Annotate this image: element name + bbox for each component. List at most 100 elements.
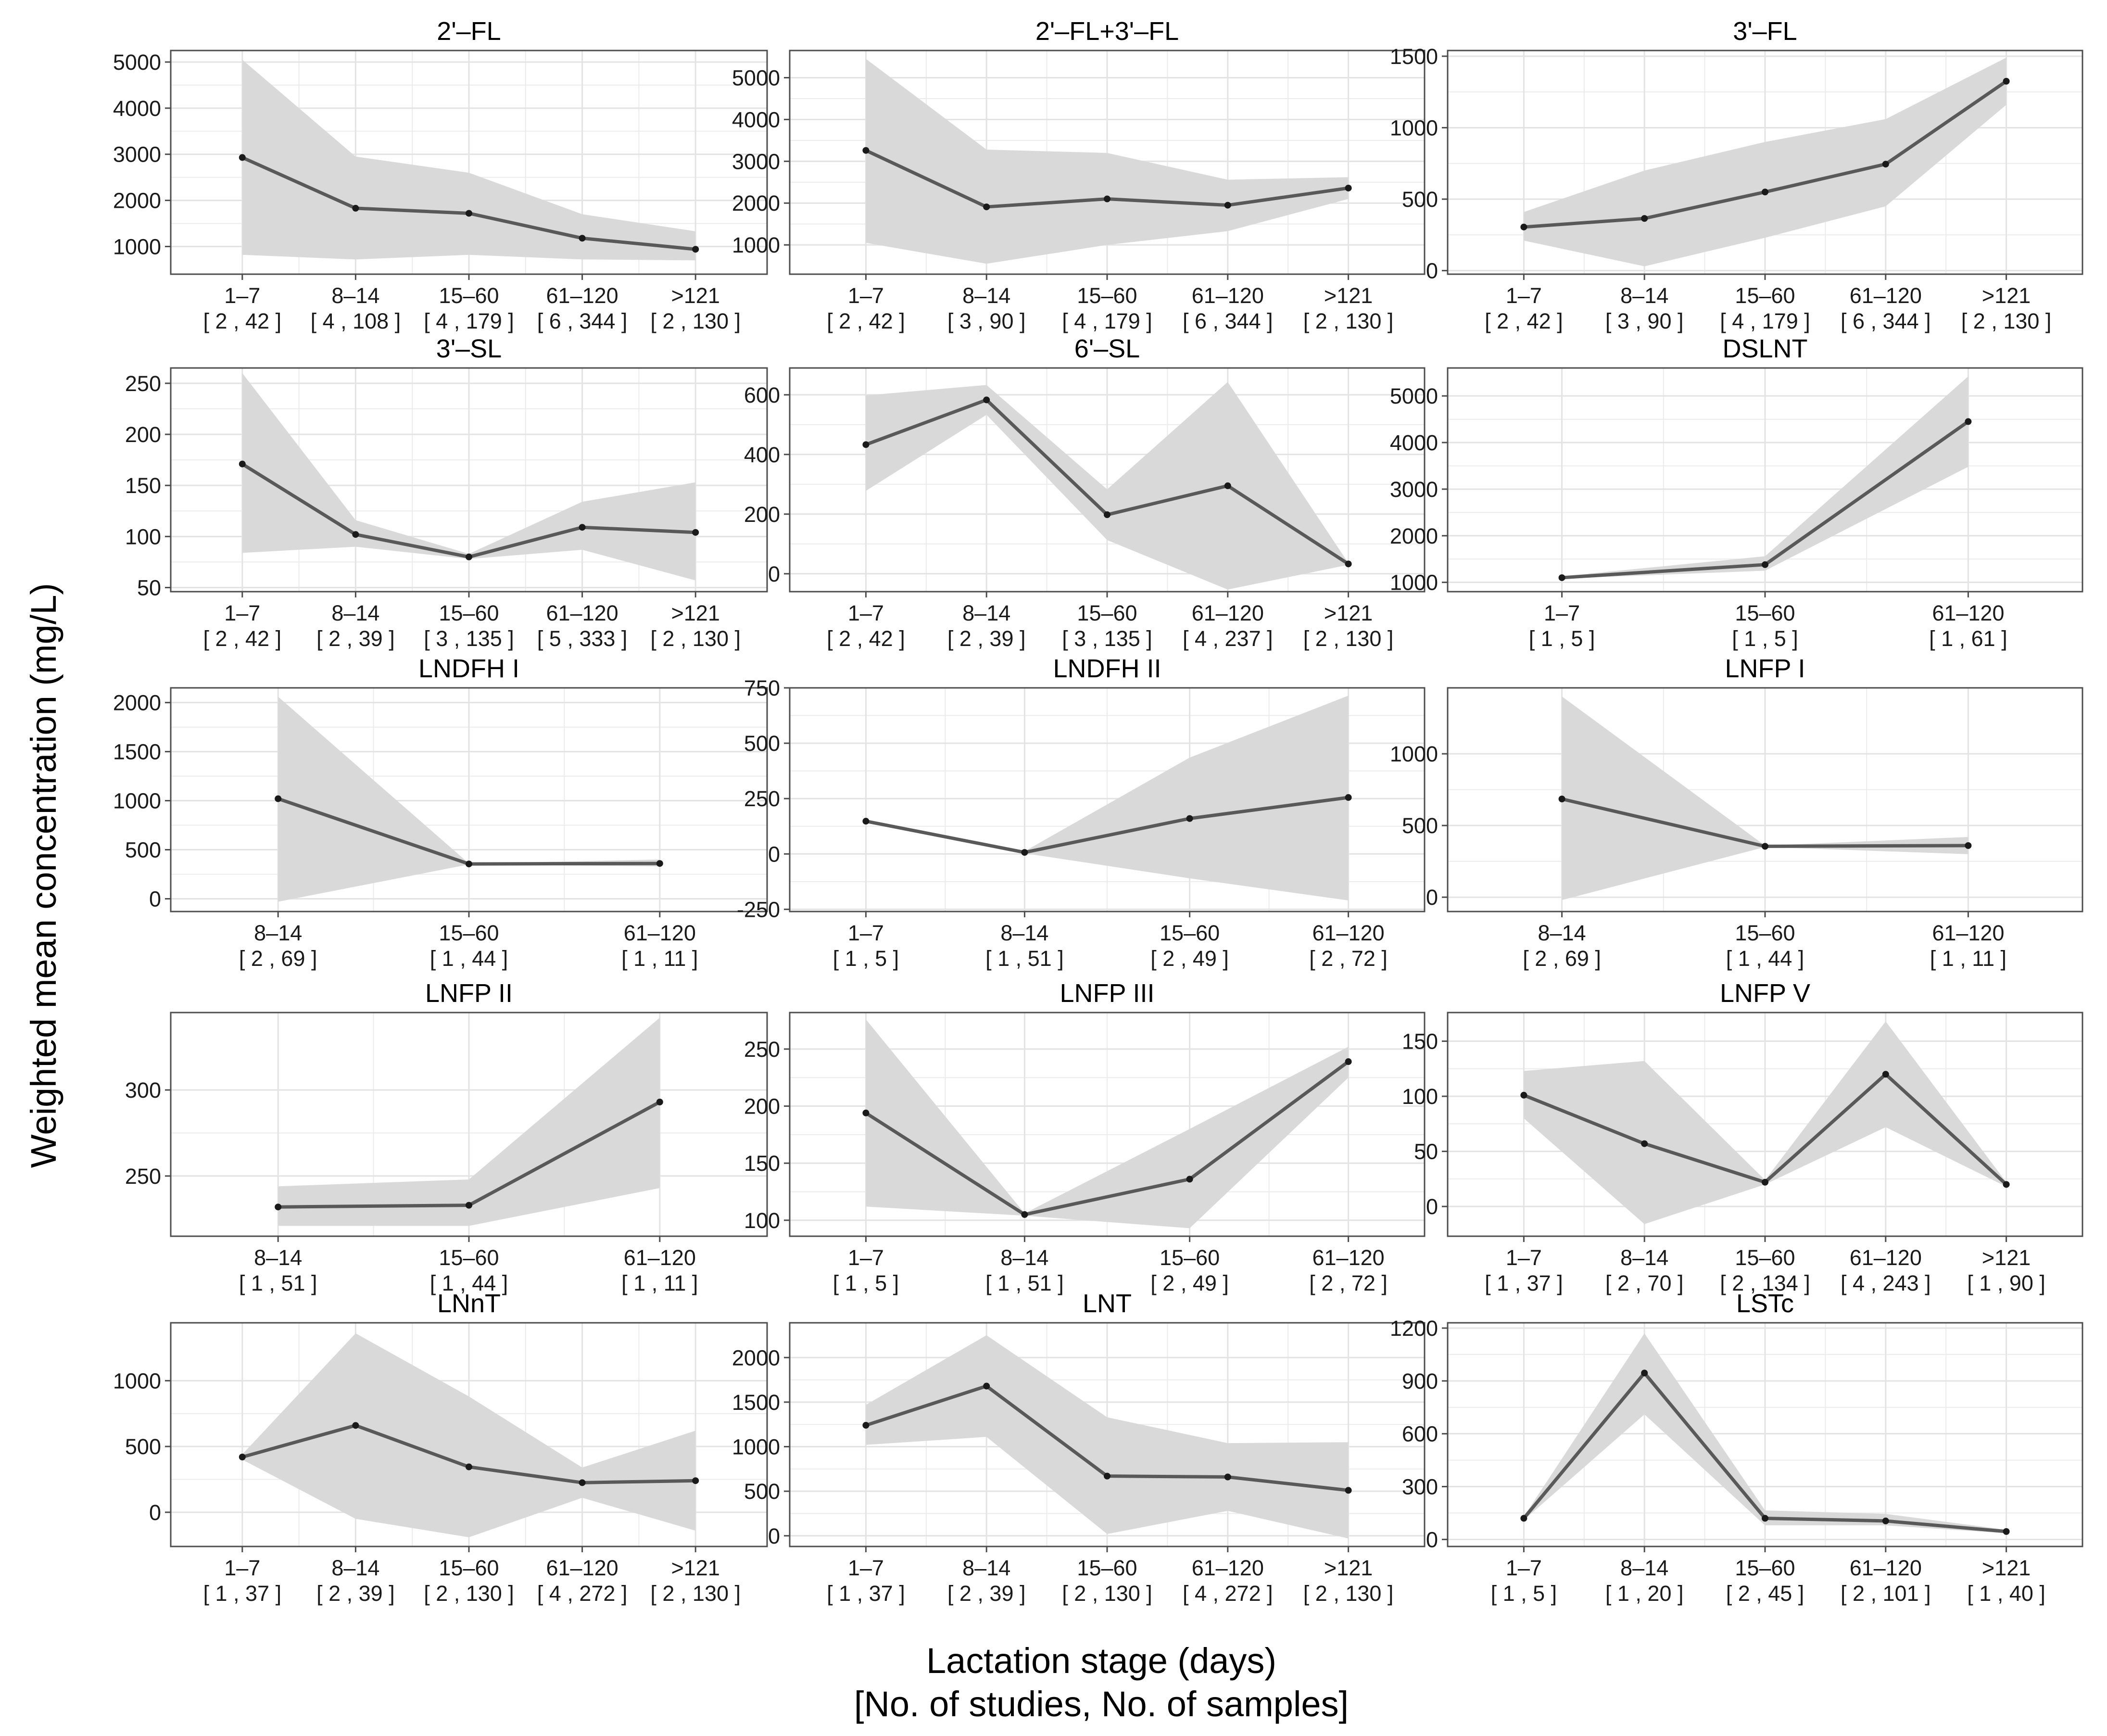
x-count-label: [ 4 , 237 ] bbox=[1183, 626, 1273, 651]
y-tick-label: 100 bbox=[125, 524, 161, 549]
data-point bbox=[1104, 1472, 1110, 1480]
y-tick-label: 250 bbox=[744, 786, 780, 811]
x-count-label: [ 1 , 5 ] bbox=[1732, 626, 1798, 651]
y-tick-label: 200 bbox=[744, 502, 780, 527]
data-point bbox=[2003, 1528, 2010, 1535]
y-tick-label: 250 bbox=[744, 1037, 780, 1062]
panel-title: LNFP III bbox=[1060, 979, 1154, 1008]
confidence-band bbox=[242, 1333, 696, 1537]
x-tick-label: 61–120 bbox=[1192, 601, 1264, 625]
data-point bbox=[1762, 189, 1768, 196]
x-count-label: [ 2 , 42 ] bbox=[827, 626, 905, 651]
x-count-label: [ 3 , 90 ] bbox=[947, 309, 1026, 333]
y-tick-label: 150 bbox=[125, 473, 161, 498]
x-tick-label: 8–14 bbox=[331, 1556, 379, 1580]
y-tick-label: 0 bbox=[1426, 259, 1438, 283]
y-tick-label: -250 bbox=[737, 897, 780, 922]
x-tick-label: 1–7 bbox=[1506, 283, 1542, 308]
x-count-label: [ 2 , 130 ] bbox=[650, 1581, 741, 1606]
x-count-label: [ 2 , 130 ] bbox=[1303, 1581, 1394, 1606]
x-tick-label: >121 bbox=[1982, 1245, 2031, 1270]
panel-title: 2'–FL bbox=[437, 17, 501, 46]
x-tick-label: 1–7 bbox=[848, 601, 884, 625]
x-tick-label: 61–120 bbox=[1932, 921, 2004, 945]
data-point bbox=[239, 154, 246, 161]
x-count-label: [ 2 , 130 ] bbox=[424, 1581, 514, 1606]
data-point bbox=[1021, 1211, 1028, 1218]
y-tick-label: 3000 bbox=[113, 142, 161, 167]
data-point bbox=[2003, 1181, 2010, 1188]
x-tick-label: 15–60 bbox=[1160, 1245, 1220, 1270]
x-tick-label: >121 bbox=[1982, 1556, 2031, 1580]
x-tick-label: 15–60 bbox=[439, 921, 499, 945]
y-tick-label: 1500 bbox=[732, 1390, 780, 1415]
data-point bbox=[352, 1422, 359, 1429]
panel-title: 6'–SL bbox=[1074, 334, 1140, 363]
y-tick-label: 1000 bbox=[1390, 742, 1438, 766]
x-tick-label: 8–14 bbox=[1620, 1245, 1668, 1270]
x-tick-label: 61–120 bbox=[546, 601, 618, 625]
x-axis-title-line2: [No. of studies, No. of samples] bbox=[854, 1684, 1349, 1724]
x-count-label: [ 2 , 39 ] bbox=[947, 1581, 1026, 1606]
panel-border bbox=[789, 1012, 1426, 1237]
x-tick-label: 1–7 bbox=[224, 283, 260, 308]
x-tick-label: 61–120 bbox=[1932, 601, 2004, 625]
x-count-label: [ 2 , 49 ] bbox=[1150, 1271, 1229, 1295]
x-count-label: [ 2 , 130 ] bbox=[1303, 309, 1394, 333]
x-tick-label: 15–60 bbox=[439, 1556, 499, 1580]
y-tick-label: 1500 bbox=[1390, 44, 1438, 69]
y-tick-label: 750 bbox=[744, 676, 780, 700]
x-count-label: [ 4 , 243 ] bbox=[1841, 1271, 1931, 1295]
data-point bbox=[1224, 482, 1231, 489]
y-tick-label: 2000 bbox=[113, 691, 161, 715]
y-tick-label: 500 bbox=[125, 1434, 161, 1459]
panel-5: 6'–SL 0 200 400 600 1–7[ 2 , 42 ] 8–14[ 2 , 39… bbox=[744, 334, 1426, 651]
panel-11: LNFP III 100 150 200 250 1–7[ 1 , 5 ] 8–14[ 1 … bbox=[744, 979, 1426, 1295]
x-count-label: [ 2 , 72 ] bbox=[1309, 946, 1388, 971]
x-count-label: [ 1 , 5 ] bbox=[1491, 1581, 1557, 1606]
x-count-label: [ 3 , 135 ] bbox=[1062, 626, 1152, 651]
y-tick-label: 500 bbox=[125, 838, 161, 862]
y-tick-label: 300 bbox=[125, 1078, 161, 1102]
x-count-label: [ 1 , 11 ] bbox=[1930, 946, 2006, 971]
x-tick-label: 61–120 bbox=[1192, 283, 1264, 308]
x-count-label: [ 2 , 130 ] bbox=[1303, 626, 1394, 651]
confidence-band bbox=[278, 1017, 660, 1226]
x-count-label: [ 2 , 134 ] bbox=[1720, 1271, 1810, 1295]
confidence-band bbox=[866, 1019, 1349, 1229]
x-count-label: [ 1 , 5 ] bbox=[833, 1271, 899, 1295]
y-tick-label: 4000 bbox=[113, 96, 161, 121]
x-count-label: [ 1 , 40 ] bbox=[1967, 1581, 2045, 1606]
x-tick-label: 8–14 bbox=[1000, 1245, 1048, 1270]
y-tick-label: 100 bbox=[744, 1208, 780, 1233]
x-count-label: [ 1 , 37 ] bbox=[827, 1581, 905, 1606]
x-count-label: [ 2 , 130 ] bbox=[650, 626, 741, 651]
data-point bbox=[466, 210, 472, 217]
panel-title: LNDFH I bbox=[418, 654, 519, 683]
data-point bbox=[1021, 849, 1028, 856]
series-line bbox=[865, 1060, 1350, 1216]
data-point bbox=[1186, 815, 1193, 822]
x-count-label: [ 3 , 90 ] bbox=[1605, 309, 1684, 333]
y-tick-label: 4000 bbox=[1390, 431, 1438, 455]
x-count-label: [ 2 , 45 ] bbox=[1726, 1581, 1804, 1606]
y-tick-label: 200 bbox=[744, 1094, 780, 1119]
data-point bbox=[1882, 1071, 1889, 1078]
y-tick-label: 0 bbox=[1426, 1527, 1438, 1552]
y-tick-label: 2000 bbox=[113, 189, 161, 213]
x-count-label: [ 1 , 37 ] bbox=[1485, 1271, 1563, 1295]
x-count-label: [ 1 , 44 ] bbox=[1726, 946, 1804, 971]
y-tick-label: 50 bbox=[137, 576, 161, 600]
panel-title: 3'–FL bbox=[1733, 17, 1797, 46]
y-tick-label: 500 bbox=[744, 1479, 780, 1504]
data-point bbox=[862, 1109, 870, 1116]
y-tick-label: 500 bbox=[744, 731, 780, 756]
x-tick-label: 15–60 bbox=[1077, 283, 1137, 308]
x-tick-label: 61–120 bbox=[546, 1556, 618, 1580]
data-point bbox=[1965, 842, 1972, 849]
x-count-label: [ 2 , 69 ] bbox=[239, 946, 317, 971]
y-tick-label: 300 bbox=[1402, 1475, 1438, 1499]
y-tick-label: 0 bbox=[768, 1524, 780, 1548]
x-count-label: [ 2 , 39 ] bbox=[316, 1581, 395, 1606]
y-tick-label: 900 bbox=[1402, 1369, 1438, 1394]
